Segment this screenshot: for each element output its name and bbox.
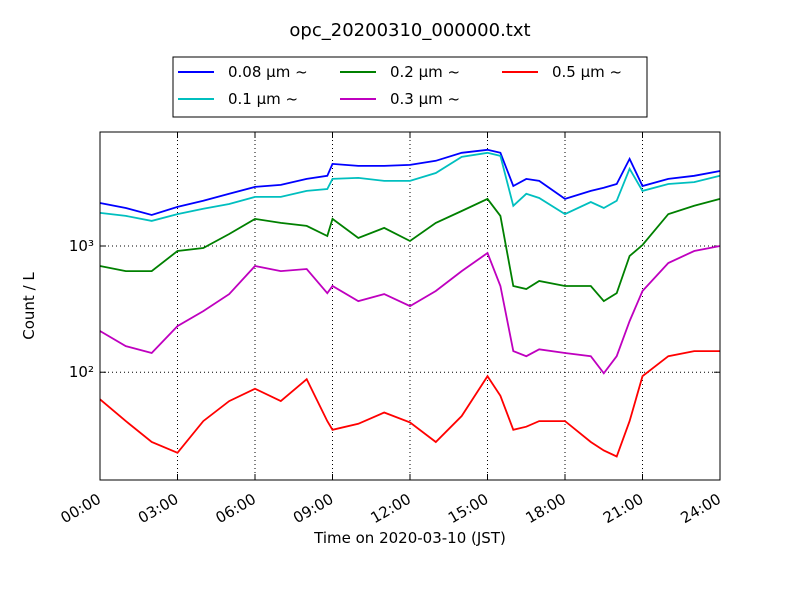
x-tick-label: 24:00 — [678, 490, 724, 527]
plot-frame — [99, 131, 721, 481]
chart-title: opc_20200310_000000.txt — [289, 20, 530, 41]
legend-label: 0.1 μm ~ — [228, 90, 298, 108]
legend-box — [172, 56, 648, 118]
legend-label: 0.5 μm ~ — [552, 63, 622, 81]
y-axis-label: Count / L — [20, 272, 38, 340]
x-tick-label: 03:00 — [135, 490, 181, 527]
series-line — [99, 151, 721, 222]
series-line — [99, 350, 720, 458]
legend-label: 0.2 μm ~ — [390, 63, 460, 81]
x-tick-label: 15:00 — [445, 490, 491, 527]
series-line — [99, 197, 721, 303]
x-tick-label: 21:00 — [600, 490, 646, 527]
legend-label: 0.08 μm ~ — [228, 63, 308, 81]
series-line — [99, 245, 721, 375]
y-tick-label: 10³ — [69, 237, 94, 255]
x-tick-label: 06:00 — [213, 490, 259, 527]
legend: 0.08 μm ~ 0.1 μm ~ 0.2 μm ~ 0.3 μm ~ 0.5 μm … — [172, 56, 648, 118]
legend-label: 0.3 μm ~ — [390, 90, 460, 108]
x-tick-label: 00:00 — [58, 490, 104, 527]
y-tick-label: 10² — [69, 363, 94, 381]
series-line — [99, 148, 721, 216]
x-tick-label: 12:00 — [368, 490, 414, 527]
x-axis-label: Time on 2020-03-10 (JST) — [313, 529, 506, 547]
x-tick-label: 09:00 — [290, 490, 336, 527]
x-tick-label: 18:00 — [523, 490, 569, 527]
